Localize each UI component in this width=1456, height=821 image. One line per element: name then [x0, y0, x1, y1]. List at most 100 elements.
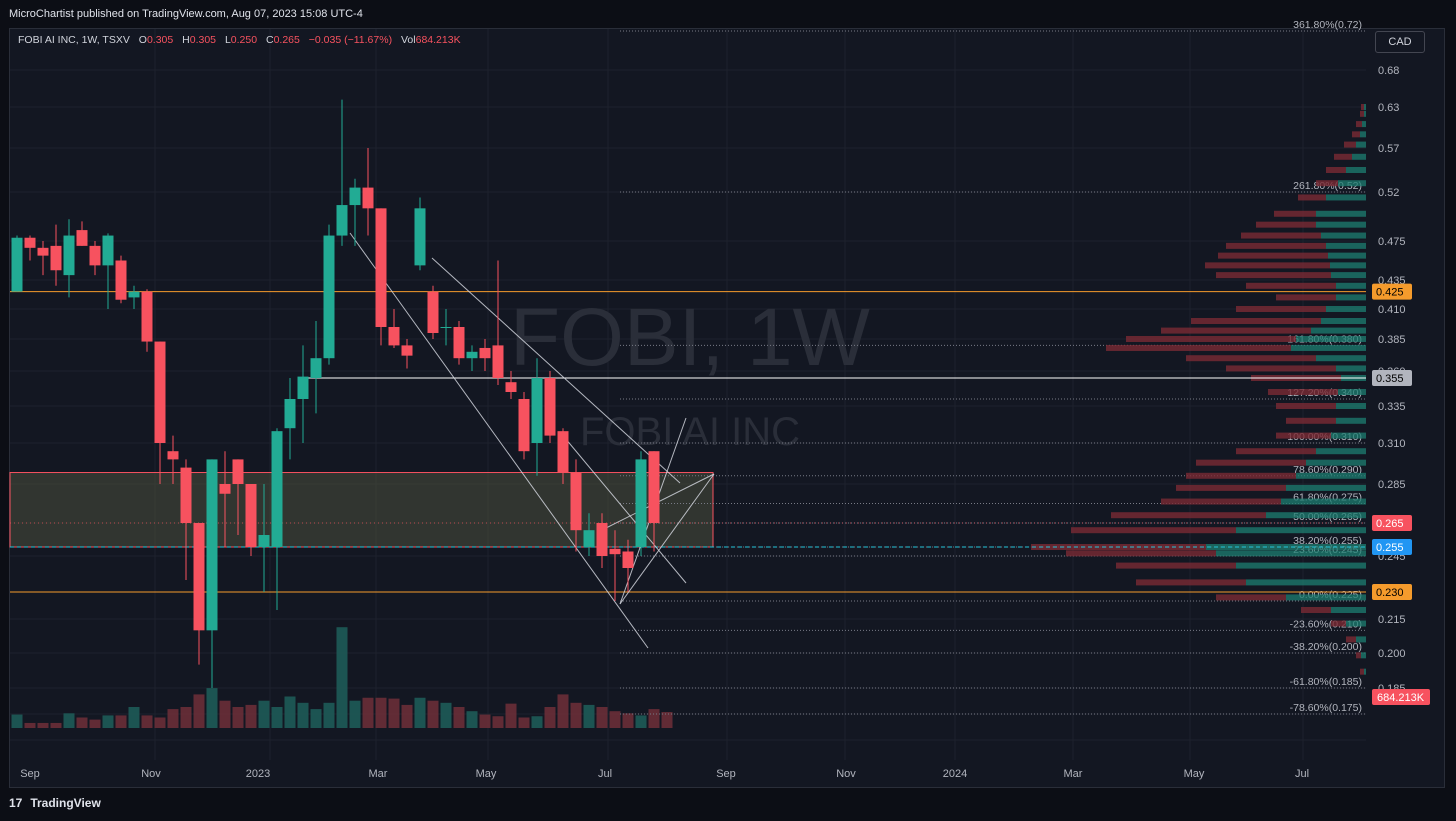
time-tick-label: Jul	[598, 768, 612, 780]
candle-body	[323, 235, 335, 359]
volume-bar	[362, 697, 374, 728]
profile-bar-down	[1316, 180, 1338, 187]
candle-body	[427, 291, 439, 333]
volume-bar	[609, 711, 621, 728]
profile-bar-down	[1361, 104, 1364, 110]
profile-bar-down	[1126, 336, 1296, 342]
candle-body	[505, 382, 517, 392]
candle-body	[89, 245, 101, 266]
candle-body	[349, 187, 361, 206]
candle-body	[518, 399, 530, 452]
profile-bar-down	[1196, 459, 1306, 466]
candle-body	[596, 523, 608, 556]
time-tick-label: Mar	[369, 768, 388, 780]
volume-bar	[596, 707, 608, 728]
watermark-name: FOBI AI INC	[580, 410, 800, 454]
profile-bar-down	[1246, 282, 1336, 289]
grid	[10, 29, 1366, 760]
volume-bar	[115, 715, 127, 728]
open-label: O	[138, 34, 147, 46]
candle-body	[453, 327, 465, 359]
profile-bar-down	[1298, 194, 1326, 201]
low-label: L	[224, 34, 231, 46]
volume-bars	[11, 627, 673, 728]
profile-bar-down	[1071, 527, 1236, 534]
candle-body	[492, 345, 504, 378]
profile-bar-down	[1236, 306, 1326, 312]
profile-bar-up	[1296, 472, 1366, 479]
volume-bar	[661, 712, 673, 728]
profile-bar-up	[1361, 652, 1366, 659]
volume-tag	[1372, 689, 1430, 705]
profile-bar-up	[1236, 562, 1366, 569]
profile-bar-up	[1326, 306, 1366, 312]
profile-bar-up	[1266, 512, 1366, 519]
time-tick-label: Jul	[1295, 768, 1309, 780]
candle-body	[388, 327, 400, 346]
price-tag	[1372, 515, 1412, 531]
support-zone	[9, 472, 714, 548]
symbol-label[interactable]: FOBI AI INC, 1W, TSXV	[18, 34, 130, 46]
candle-body	[336, 205, 348, 236]
candle-body	[297, 376, 309, 399]
volume-bar	[375, 697, 387, 728]
profile-bar-up	[1364, 668, 1366, 675]
price-tag-label: 0.355	[1376, 373, 1404, 385]
candle-body	[219, 484, 231, 494]
profile-bar-down	[1241, 232, 1321, 239]
volume-bar	[453, 707, 465, 728]
price-tag	[1372, 539, 1412, 555]
profile-bar-down	[1226, 365, 1336, 372]
price-tag-label: 0.265	[1376, 518, 1404, 530]
profile-bar-up	[1286, 594, 1366, 601]
volume-bar	[466, 711, 478, 728]
profile-bar-up	[1362, 121, 1366, 128]
volume-bar	[89, 719, 101, 728]
profile-bar-up	[1356, 141, 1366, 148]
profile-bar-down	[1360, 668, 1364, 675]
profile-bar-up	[1328, 252, 1366, 259]
price-tick-label: 0.57	[1378, 143, 1399, 155]
profile-bar-down	[1276, 432, 1331, 439]
volume-bar	[531, 716, 543, 728]
profile-bar-up	[1336, 403, 1366, 409]
profile-bar-down	[1356, 652, 1361, 659]
profile-bar-up	[1316, 448, 1366, 455]
price-tag	[1372, 584, 1412, 600]
currency-button[interactable]: CAD	[1375, 31, 1425, 53]
candle-body	[24, 237, 36, 248]
candle-body	[206, 459, 218, 631]
profile-bar-down	[1161, 327, 1311, 334]
volume-bar	[206, 688, 218, 728]
profile-bar-up	[1352, 153, 1366, 160]
volume-bar	[297, 702, 309, 728]
price-tick-label: 0.410	[1378, 304, 1406, 316]
profile-bar-up	[1338, 180, 1366, 187]
volume-bar	[141, 715, 153, 728]
profile-bar-down	[1205, 262, 1330, 269]
profile-bar-up	[1364, 104, 1366, 110]
volume-bar	[518, 717, 530, 728]
candle-body	[375, 208, 387, 327]
profile-bar-down	[1106, 344, 1291, 351]
high-label: H	[182, 34, 190, 46]
fib-label: -78.60%(0.175)	[1290, 702, 1362, 714]
volume-bar	[310, 709, 322, 728]
ohlc-legend: FOBI AI INC, 1W, TSXV O0.305 H0.305 L0.2…	[18, 34, 461, 46]
volume-bar	[648, 709, 660, 728]
profile-bar-up	[1331, 272, 1366, 279]
open-value: 0.305	[146, 34, 174, 46]
candle-body	[570, 472, 582, 531]
price-tag-label: 0.255	[1376, 542, 1404, 554]
volume-bar	[492, 716, 504, 728]
profile-bar-down	[1226, 242, 1326, 249]
price-tick-label: 0.52	[1378, 187, 1399, 199]
volume-label: Vol	[401, 34, 416, 46]
volume-profile	[1031, 104, 1366, 675]
volume-bar	[271, 707, 283, 728]
profile-bar-down	[1276, 403, 1336, 409]
candles	[11, 99, 660, 688]
tradingview-brand[interactable]: 17 TradingView	[9, 796, 101, 810]
volume-bar	[349, 700, 361, 728]
